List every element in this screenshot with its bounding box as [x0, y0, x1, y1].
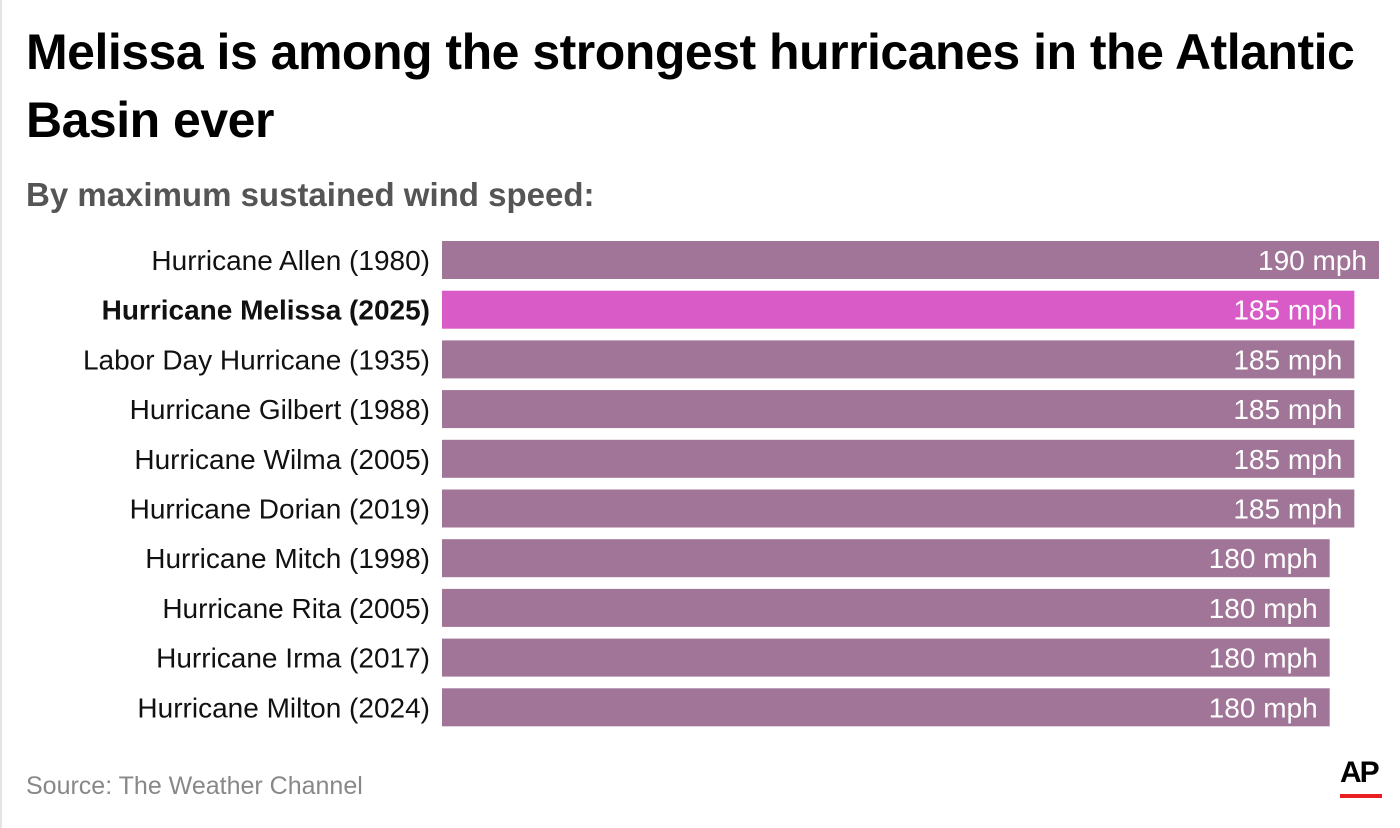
value-label: 185 mph	[1233, 444, 1342, 475]
bar	[442, 439, 1355, 478]
source-note: Source: The Weather Channel	[26, 772, 363, 800]
ap-logo: AP	[1340, 758, 1382, 798]
category-label: Hurricane Melissa (2025)	[102, 295, 430, 326]
value-label: 185 mph	[1233, 394, 1342, 425]
category-label: Hurricane Gilbert (1988)	[130, 394, 430, 425]
chart-subtitle: By maximum sustained wind speed:	[26, 176, 595, 213]
ap-logo-text: AP	[1340, 756, 1380, 789]
bar	[442, 489, 1355, 528]
category-label: Hurricane Milton (2024)	[137, 692, 430, 723]
bar	[442, 241, 1379, 279]
category-label: Hurricane Rita (2005)	[162, 593, 430, 624]
bar	[442, 539, 1330, 578]
bar	[442, 340, 1355, 379]
value-label: 185 mph	[1233, 295, 1342, 326]
bar	[442, 390, 1355, 429]
value-label: 180 mph	[1209, 543, 1318, 574]
category-label: Labor Day Hurricane (1935)	[83, 344, 430, 375]
category-label: Hurricane Irma (2017)	[156, 643, 430, 674]
bar	[442, 588, 1330, 627]
category-label: Hurricane Mitch (1998)	[145, 543, 430, 574]
bar-chart: Hurricane Allen (1980) 190 mph Hurricane M…	[83, 241, 1379, 727]
category-label: Hurricane Dorian (2019)	[130, 494, 430, 525]
value-label: 180 mph	[1209, 593, 1318, 624]
bar	[442, 688, 1330, 727]
value-label: 185 mph	[1233, 344, 1342, 375]
category-label: Hurricane Wilma (2005)	[134, 444, 430, 475]
ap-logo-underline	[1340, 794, 1382, 798]
chart-title: Melissa is among the strongest hurricane…	[26, 24, 1355, 148]
bar	[442, 290, 1355, 329]
value-label: 185 mph	[1233, 494, 1342, 525]
value-label: 190 mph	[1258, 245, 1367, 276]
value-label: 180 mph	[1209, 643, 1318, 674]
bar	[442, 638, 1330, 677]
category-label: Hurricane Allen (1980)	[151, 245, 430, 276]
value-label: 180 mph	[1209, 692, 1318, 723]
